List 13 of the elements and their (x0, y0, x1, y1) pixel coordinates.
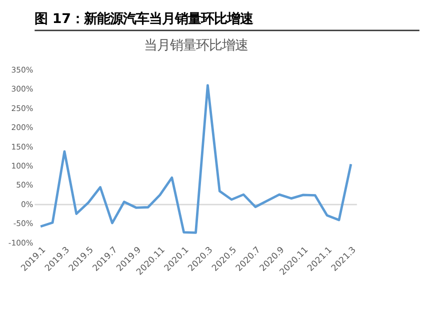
y-tick-label: 50% (16, 180, 34, 190)
chart-subtitle: 当月销量环比增速 (144, 38, 248, 54)
line-series (39, 84, 352, 234)
y-tick-label: 0% (20, 200, 34, 209)
y-tick-label: -100% (8, 238, 34, 248)
y-tick-label: 100% (11, 161, 34, 170)
y-tick-label: 250% (11, 104, 34, 113)
y-tick-label: 200% (11, 123, 34, 132)
y-tick-label: 150% (11, 142, 34, 152)
y-tick-label: -50% (13, 219, 34, 228)
chart-title: 图 17：新能源汽车当月销量环比增速 (34, 10, 254, 27)
y-tick-label: 350% (11, 65, 34, 74)
y-tick-label: 300% (11, 84, 34, 94)
